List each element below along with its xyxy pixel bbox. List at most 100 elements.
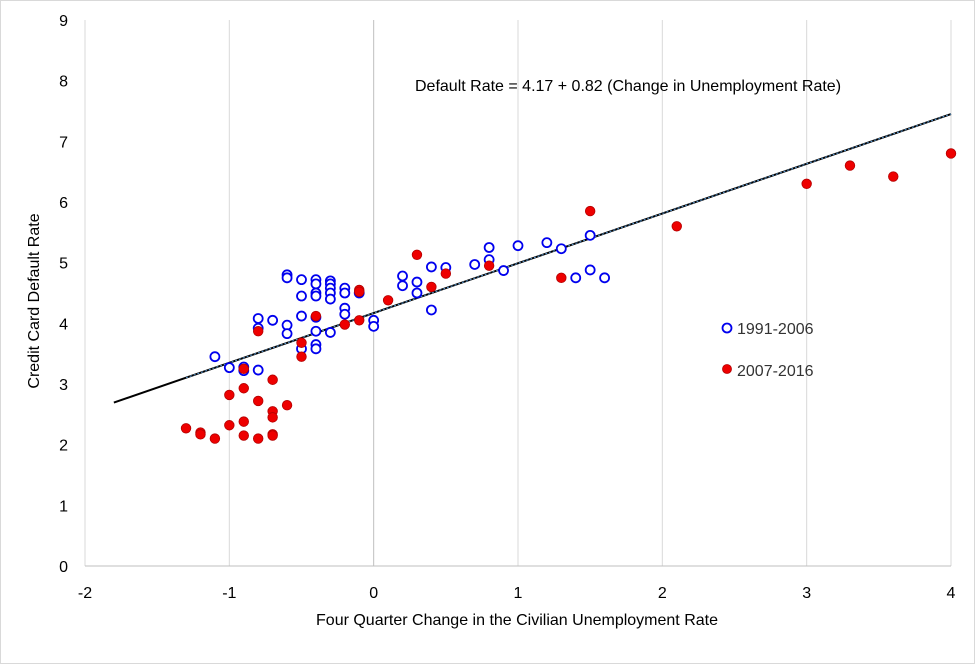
point-1991-2006 — [324, 293, 336, 305]
point-2007-2016 — [426, 281, 437, 293]
point-2007-2016 — [440, 268, 452, 279]
point-1991-2006 — [411, 287, 423, 299]
point-1991-2006 — [541, 237, 553, 249]
x-axis-title: Four Quarter Change in the Civilian Unem… — [316, 612, 718, 629]
point-2007-2016 — [195, 429, 206, 440]
point-2007-2016 — [310, 310, 322, 322]
point-2007-2016 — [584, 205, 596, 217]
point-1991-2006 — [397, 270, 408, 282]
legend: 1991-2006 2007-2016 — [721, 321, 814, 380]
point-2007-2016 — [209, 433, 221, 444]
point-1991-2006 — [339, 308, 351, 320]
point-1991-2006 — [281, 272, 293, 284]
point-2007-2016 — [801, 178, 812, 190]
point-1991-2006 — [397, 280, 408, 292]
x-tick-label: 4 — [947, 585, 956, 602]
point-2007-2016 — [253, 395, 264, 407]
y-tick-label: 8 — [59, 74, 68, 91]
x-tick-label: -2 — [78, 585, 92, 602]
point-2007-2016 — [238, 383, 249, 394]
point-1991-2006 — [469, 259, 481, 270]
point-2007-2016 — [238, 363, 249, 375]
point-2007-2016 — [354, 286, 365, 297]
x-tick-label: 0 — [369, 585, 378, 602]
point-1991-2006 — [512, 240, 524, 252]
point-2007-2016 — [556, 272, 567, 284]
y-tick-label: 1 — [59, 498, 68, 515]
point-1991-2006 — [296, 274, 307, 286]
point-2007-2016 — [945, 148, 957, 159]
point-1991-2006 — [498, 265, 509, 276]
points-layer — [180, 148, 957, 444]
point-2007-2016 — [671, 221, 682, 232]
point-2007-2016 — [238, 416, 249, 427]
point-1991-2006 — [483, 242, 495, 253]
point-1991-2006 — [368, 320, 380, 332]
point-2007-2016 — [281, 400, 293, 411]
point-2007-2016 — [382, 295, 394, 306]
point-2007-2016 — [224, 389, 235, 401]
point-1991-2006 — [339, 287, 351, 299]
grid-layer — [84, 20, 952, 566]
point-1991-2006 — [310, 343, 322, 355]
legend-marker-1991-2006 — [721, 322, 733, 334]
y-tick-label: 3 — [59, 377, 68, 394]
point-1991-2006 — [584, 264, 596, 276]
trendline-overlay — [185, 113, 952, 379]
point-2007-2016 — [267, 374, 278, 385]
point-1991-2006 — [267, 314, 279, 326]
point-2007-2016 — [339, 319, 351, 330]
point-2007-2016 — [253, 326, 264, 337]
y-tick-label: 4 — [59, 316, 68, 333]
point-1991-2006 — [310, 325, 322, 337]
legend-marker-2007-2016 — [722, 364, 732, 374]
point-1991-2006 — [281, 328, 293, 340]
point-1991-2006 — [296, 290, 307, 302]
x-tick-label: 3 — [802, 585, 811, 602]
point-2007-2016 — [296, 351, 307, 362]
point-2007-2016 — [267, 430, 278, 441]
point-1991-2006 — [223, 362, 235, 374]
x-tick-label: 1 — [514, 585, 523, 602]
point-1991-2006 — [252, 313, 264, 324]
point-2007-2016 — [253, 433, 264, 444]
regression-annotation: Default Rate = 4.17 + 0.82 (Change in Un… — [415, 78, 841, 95]
y-tick-label: 7 — [59, 134, 68, 151]
point-2007-2016 — [888, 171, 899, 182]
point-1991-2006 — [425, 261, 437, 273]
point-2007-2016 — [296, 337, 307, 348]
x-tick-label: -1 — [222, 585, 236, 602]
point-1991-2006 — [296, 310, 307, 322]
point-1991-2006 — [425, 304, 437, 316]
point-2007-2016 — [483, 260, 495, 271]
y-tick-label: 5 — [59, 256, 68, 273]
point-1991-2006 — [570, 272, 582, 284]
point-1991-2006 — [411, 276, 423, 288]
legend-label-1991-2006: 1991-2006 — [737, 321, 814, 338]
y-tick-label: 6 — [59, 195, 68, 212]
point-2007-2016 — [238, 430, 249, 441]
point-1991-2006 — [252, 364, 264, 376]
point-1991-2006 — [310, 278, 322, 290]
y-tick-label: 0 — [59, 559, 68, 576]
point-2007-2016 — [224, 420, 235, 431]
point-1991-2006 — [584, 229, 596, 241]
point-1991-2006 — [209, 351, 221, 363]
point-1991-2006 — [324, 327, 336, 338]
y-tick-label: 2 — [59, 438, 68, 455]
y-axis-title: Credit Card Default Rate — [26, 213, 43, 388]
point-2007-2016 — [267, 412, 278, 423]
point-1991-2006 — [310, 290, 322, 302]
axis-layer: -2 -1 0 1 2 3 4 0 1 2 3 4 5 6 7 8 9 — [59, 13, 955, 602]
trend-layer — [113, 113, 952, 404]
y-tick-label: 9 — [59, 13, 68, 30]
legend-label-2007-2016: 2007-2016 — [737, 363, 814, 380]
point-1991-2006 — [599, 272, 610, 284]
point-1991-2006 — [555, 243, 567, 255]
point-2007-2016 — [411, 249, 423, 260]
x-tick-label: 2 — [658, 585, 667, 602]
point-2007-2016 — [354, 315, 365, 326]
